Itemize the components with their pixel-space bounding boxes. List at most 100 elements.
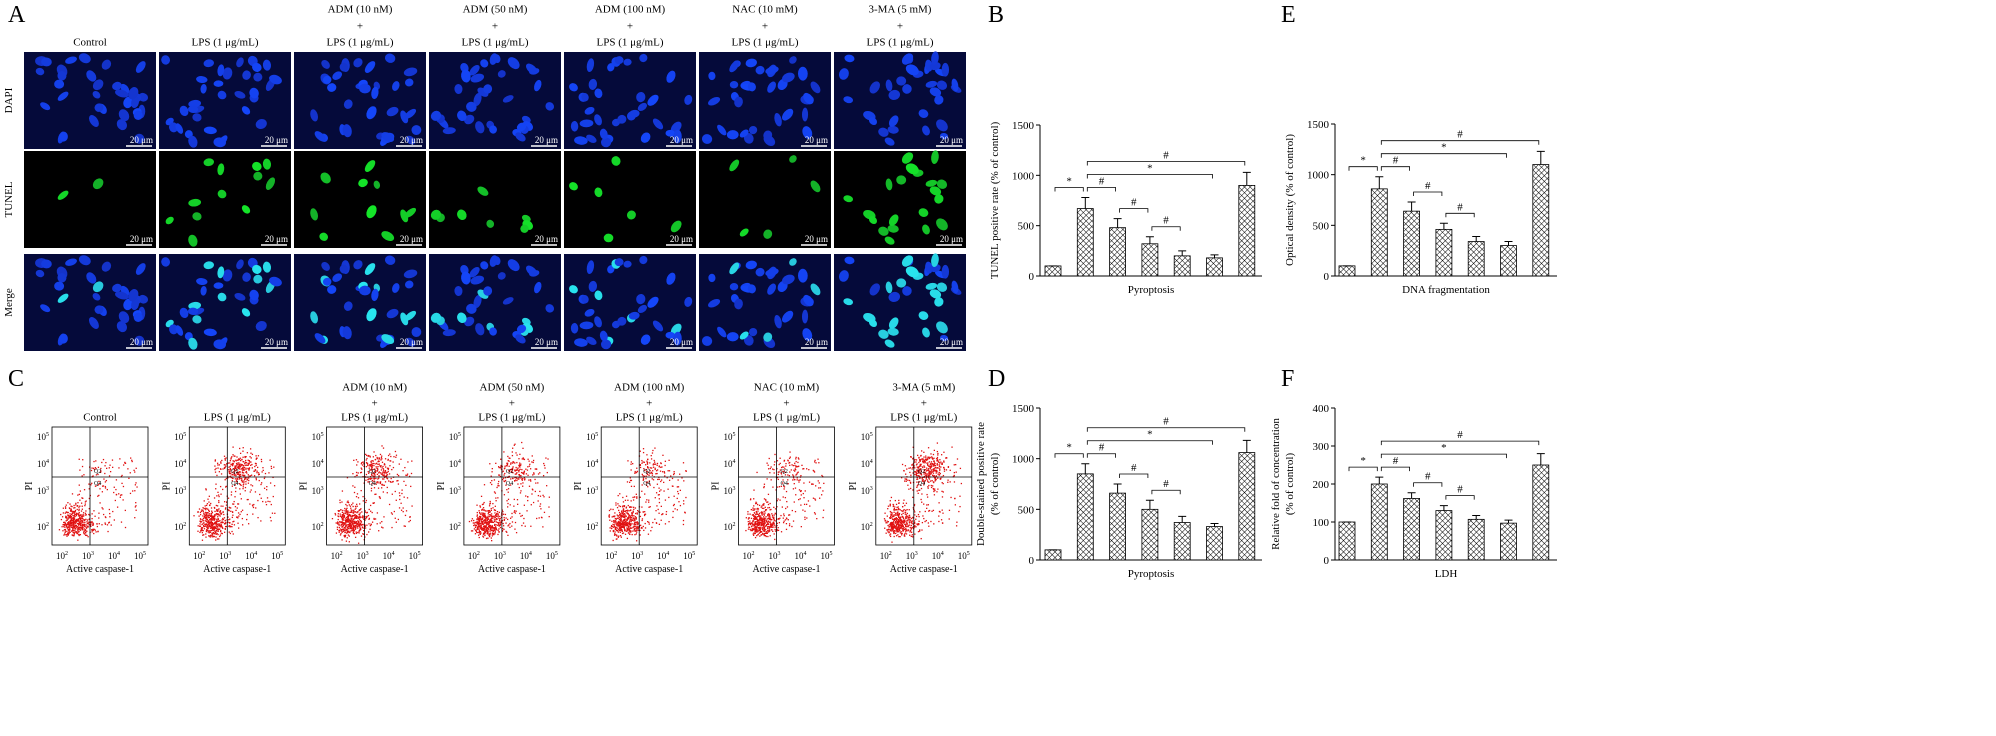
nucleus <box>115 89 129 98</box>
event-dot <box>236 507 238 509</box>
nucleus <box>839 68 849 80</box>
event-dot <box>91 467 93 469</box>
event-dot <box>374 471 377 473</box>
event-dot <box>370 460 372 463</box>
tick-base: 10 <box>449 459 459 469</box>
event-dot <box>64 512 66 514</box>
event-dot <box>238 473 240 475</box>
event-dot <box>481 520 483 522</box>
event-dot <box>370 465 373 468</box>
event-dot <box>362 500 364 502</box>
event-dot <box>758 527 760 529</box>
event-dot <box>70 509 72 511</box>
event-dot <box>207 520 209 522</box>
event-dot <box>374 474 376 476</box>
event-dot <box>213 528 215 531</box>
nucleus <box>626 210 636 220</box>
event-dot <box>388 503 391 506</box>
event-dot <box>658 501 661 504</box>
tick-base: 10 <box>449 486 459 496</box>
event-dot <box>774 508 777 510</box>
event-dot <box>791 464 793 466</box>
event-dot <box>814 499 817 501</box>
event-dot <box>64 526 66 528</box>
event-dot <box>124 526 127 529</box>
event-dot <box>93 460 95 463</box>
event-dot <box>255 464 257 467</box>
nucleus <box>253 72 263 82</box>
event-dot <box>751 523 754 525</box>
event-dot <box>350 524 352 526</box>
nucleus <box>803 92 814 105</box>
event-dot <box>251 463 253 466</box>
column-header: LPS (1 μg/mL) <box>204 412 271 424</box>
nucleus <box>188 198 202 207</box>
event-dot <box>74 525 77 527</box>
event-dot <box>808 469 810 471</box>
event-dot <box>221 519 223 521</box>
event-dot <box>384 458 387 460</box>
event-dot <box>769 524 772 526</box>
event-dot <box>98 483 101 485</box>
event-dot <box>641 459 643 462</box>
tick-base: 10 <box>586 486 596 496</box>
event-dot <box>347 526 349 528</box>
column-header: + <box>357 21 363 33</box>
axis-label: PI <box>161 482 172 491</box>
event-dot <box>484 531 487 533</box>
event-dot <box>202 515 204 517</box>
event-dot <box>806 517 808 519</box>
nucleus <box>763 229 773 239</box>
event-dot <box>756 526 758 528</box>
event-dot <box>482 503 485 505</box>
nucleus <box>666 70 676 83</box>
event-dot <box>754 536 757 539</box>
event-dot <box>65 511 67 513</box>
event-dot <box>219 524 221 526</box>
tick-base: 10 <box>821 551 831 561</box>
event-dot <box>76 526 78 528</box>
event-dot <box>223 467 226 470</box>
event-dot <box>197 525 199 527</box>
event-dot <box>757 527 759 529</box>
nucleus <box>739 129 749 138</box>
event-dot <box>371 480 374 482</box>
event-dot <box>759 527 761 530</box>
event-dot <box>522 522 525 524</box>
event-dot <box>203 500 205 502</box>
event-dot <box>66 530 68 533</box>
nucleus <box>192 113 202 122</box>
event-dot <box>121 494 123 496</box>
event-dot <box>373 517 375 520</box>
event-dot <box>641 490 643 492</box>
event-dot <box>499 517 501 520</box>
nucleus <box>57 293 69 303</box>
event-dot <box>646 460 648 462</box>
event-dot <box>348 521 350 523</box>
event-dot <box>543 496 545 498</box>
event-dot <box>776 524 778 527</box>
event-dot <box>355 521 358 523</box>
event-dot <box>502 527 504 530</box>
event-dot <box>679 473 681 475</box>
event-dot <box>515 531 518 534</box>
event-dot <box>215 513 218 515</box>
event-dot <box>493 515 495 517</box>
event-dot <box>84 503 86 505</box>
nucleus <box>241 205 251 214</box>
event-dot <box>484 516 486 518</box>
event-dot <box>350 530 352 532</box>
event-dot <box>210 507 213 509</box>
event-dot <box>347 534 350 536</box>
event-dot <box>494 516 496 519</box>
event-dot <box>532 501 535 504</box>
event-dot <box>82 513 84 516</box>
event-dot <box>673 470 675 473</box>
event-dot <box>487 531 490 533</box>
nucleus <box>803 294 814 307</box>
event-dot <box>481 503 484 506</box>
event-dot <box>774 538 776 541</box>
nucleus <box>884 137 895 146</box>
event-dot <box>218 464 221 466</box>
event-dot <box>227 497 230 499</box>
